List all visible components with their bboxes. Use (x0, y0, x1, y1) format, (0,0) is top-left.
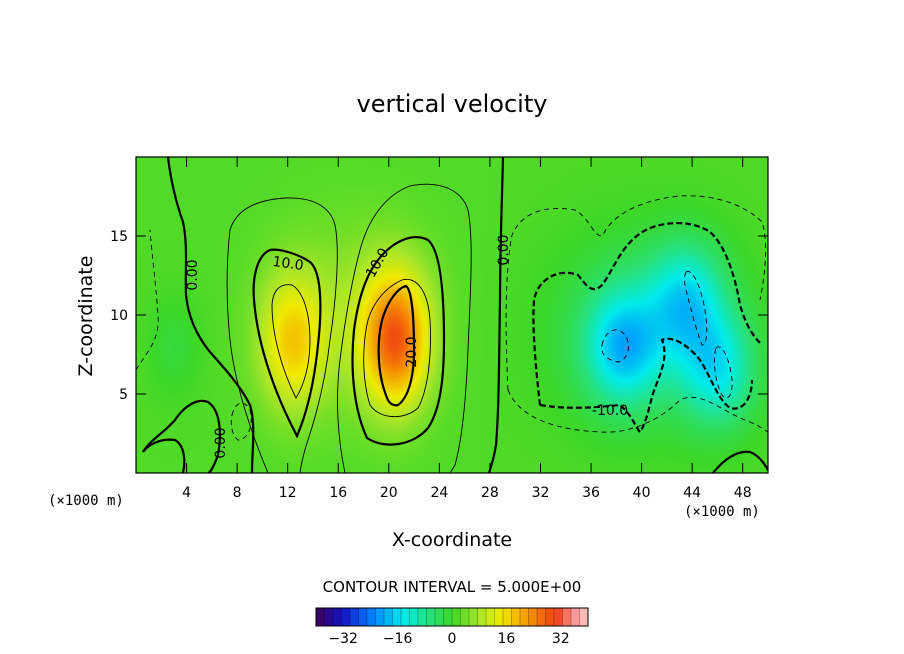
contour-zero-2 (166, 157, 255, 473)
colorbar-swatch (350, 608, 359, 626)
x-tick-label: 16 (329, 485, 347, 501)
contour-neg5-2 (507, 389, 768, 433)
colorbar-tick-label: −16 (383, 631, 413, 647)
colorbar-swatch (452, 608, 461, 626)
x-tick-label: 32 (532, 485, 550, 501)
x-tick-label: 48 (734, 485, 752, 501)
colorbar-swatch (392, 608, 402, 626)
contour-neg15-1 (601, 329, 629, 363)
colorbar-swatch (367, 608, 376, 626)
colorbar-frame (315, 607, 589, 627)
heatmap-field (136, 157, 768, 473)
y-tick-label: 10 (110, 308, 128, 324)
contour-label: 0.00 (185, 259, 201, 290)
contour-neg15-3 (713, 346, 733, 399)
contour-zero-3 (142, 399, 221, 473)
colorbar-swatch (333, 608, 342, 626)
colorbar-swatch (528, 608, 538, 626)
contour-five-2 (337, 183, 472, 473)
colorbar-swatch (384, 608, 393, 626)
colorbar-swatch (554, 608, 563, 626)
colorbar-swatch (486, 608, 495, 626)
contour-neg15-2 (684, 270, 708, 346)
contour-neg5-1 (505, 195, 767, 391)
x-tick-label: 12 (279, 485, 297, 501)
colorbar-tick-label: 16 (497, 631, 515, 647)
x-tick-label: 44 (683, 485, 701, 501)
x-tick-label: 28 (481, 485, 499, 501)
contour-ten-2 (351, 236, 446, 446)
colorbar-swatch (401, 608, 410, 626)
y-tick-label: 15 (110, 229, 128, 245)
colorbar-swatch (520, 608, 529, 626)
colorbar-swatch (494, 608, 504, 626)
colorbar-swatch (562, 608, 572, 626)
contour-label: 20.0 (404, 336, 420, 367)
x-unit-left: (×1000 m) (48, 493, 124, 509)
colorbar-swatch (460, 608, 470, 626)
colorbar-swatch (469, 608, 478, 626)
x-tick-label: 40 (633, 485, 651, 501)
contour-zero-5 (712, 450, 768, 473)
x-tick-label: 24 (430, 485, 448, 501)
colorbar-swatch (426, 608, 436, 626)
colorbar-swatch (418, 608, 427, 626)
x-tick-label: 8 (233, 485, 242, 501)
colorbar-swatch (341, 608, 351, 626)
contour-label: -10.0 (592, 403, 628, 419)
contour-label: 0.00 (496, 234, 512, 265)
contour-five-1 (226, 197, 338, 473)
colorbar-swatch (443, 608, 453, 626)
colorbar-tick-label: −32 (328, 631, 358, 647)
contour-zero-1 (487, 157, 505, 473)
colorbar-swatch (324, 608, 334, 626)
contour-label: 10.0 (271, 254, 304, 274)
y-tick-label: 5 (119, 387, 128, 403)
colorbar-swatch (537, 608, 546, 626)
colorbar-tick-label: 32 (552, 631, 570, 647)
colorbar-swatch (511, 608, 521, 626)
contour-ten-1 (252, 248, 322, 439)
colorbar-swatch (571, 608, 580, 626)
colorbar-swatch (409, 608, 419, 626)
plot-area: 10.0 10.0 20.0 0.00 0.00 0.00 -10.0 4 8 12… (110, 156, 769, 501)
x-tick-label: 36 (582, 485, 600, 501)
chart-title: vertical velocity (357, 90, 548, 118)
colorbar-swatch (579, 608, 589, 626)
x-axis-label: X-coordinate (392, 529, 512, 551)
contour-interval: CONTOUR INTERVAL = 5.000E+00 (323, 578, 582, 596)
x-tick-label: 20 (380, 485, 398, 501)
colorbar-swatch (477, 608, 487, 626)
contour-lines (136, 157, 768, 473)
colorbar-swatch (545, 608, 555, 626)
colorbar-swatch (503, 608, 512, 626)
x-unit-right: (×1000 m) (684, 504, 760, 520)
contour-neg10-2 (539, 337, 754, 434)
colorbar-swatch (375, 608, 385, 626)
contour-fifteen-1 (271, 284, 311, 399)
x-tick-label: 4 (182, 485, 191, 501)
contour-zero-4 (142, 438, 186, 473)
contour-neg5-3 (136, 229, 159, 371)
colorbar-tick-label: 0 (448, 631, 457, 647)
contour-twenty (377, 284, 416, 407)
y-axis-label: Z-coordinate (75, 256, 97, 377)
colorbar-swatch (435, 608, 444, 626)
colorbar-swatch (358, 608, 368, 626)
contour-neg5-4 (230, 402, 252, 441)
colorbar-swatch (316, 608, 325, 626)
contour-fifteen-2 (363, 278, 431, 418)
contour-label: 0.00 (213, 427, 229, 458)
colorbar: −32 −16 0 16 32 (315, 607, 589, 647)
